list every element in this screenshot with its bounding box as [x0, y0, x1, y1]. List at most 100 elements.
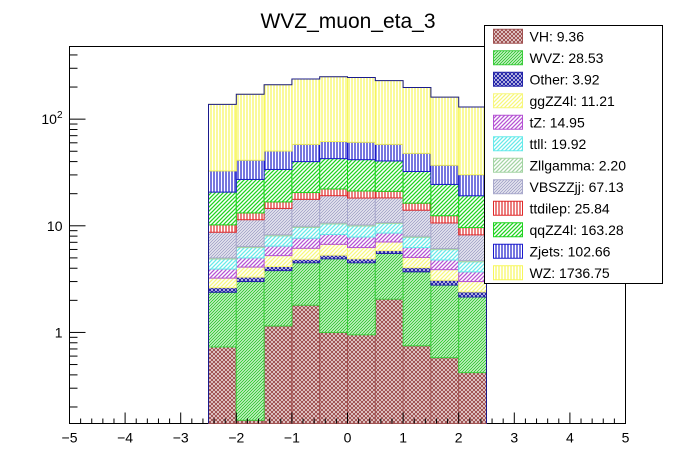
bar-tz-bin-7 [402, 247, 432, 258]
x-tick-label: −2 [228, 430, 244, 446]
bar-qqzz4l-bin-3 [291, 161, 321, 194]
bar-ttdilep-bin-0 [208, 224, 237, 233]
bar-vh-bin-2 [263, 325, 293, 424]
bar-qqzz4l-bin-2 [263, 168, 293, 203]
y-axis: 1 10 102 [41, 54, 86, 408]
bar-wz-bin-9 [458, 106, 488, 176]
bar-ttll-bin-9 [458, 261, 488, 273]
bar-vh-bin-3 [291, 304, 321, 425]
chart-title: WVZ_muon_eta_3 [260, 10, 435, 33]
bar-other-bin-0 [208, 287, 237, 293]
y-tick-label: 102 [41, 110, 63, 127]
bar-vbszzjj-bin-7 [402, 209, 432, 237]
legend-label-zllgamma: Zllgamma: 2.20 [530, 157, 627, 173]
bar-other-bin-7 [402, 267, 432, 273]
bar-vh-bin-6 [374, 298, 404, 424]
bar-other-bin-5 [347, 258, 376, 264]
bar-vbszzjj-bin-0 [208, 231, 237, 259]
bar-qqzz4l-bin-8 [430, 183, 460, 217]
bar-tz-bin-6 [374, 232, 404, 243]
legend: VH: 9.36 WVZ: 28.53 Other: 3.92 ggZZ4l: 11.… [484, 25, 663, 284]
stack-outline [208, 76, 487, 424]
bar-ttll-bin-3 [291, 226, 321, 239]
y-tick-label: 1 [55, 324, 63, 340]
bar-qqzz4l-bin-5 [347, 159, 376, 192]
bar-zjets-bin-3 [291, 143, 321, 163]
bar-ttdilep-bin-6 [374, 190, 404, 199]
bar-zjets-bin-4 [319, 141, 349, 160]
bar-tz-bin-4 [319, 233, 349, 245]
bar-vbszzjj-bin-4 [319, 195, 349, 224]
bar-tz-bin-8 [430, 259, 460, 271]
histogram-bars [208, 76, 488, 425]
bar-ttdilep-bin-2 [263, 201, 293, 209]
bar-tz-bin-1 [235, 257, 265, 268]
bar-wvz-bin-8 [430, 284, 460, 359]
bar-ttll-bin-2 [263, 235, 293, 247]
x-axis: −5 −4 −3 −2 −1 0 1 2 3 4 5 [62, 412, 630, 446]
bar-wz-bin-5 [347, 77, 376, 143]
legend-box [484, 25, 663, 284]
x-tick-label: −4 [117, 430, 133, 446]
bar-ggzz4l-bin-9 [458, 281, 488, 293]
bar-qqzz4l-bin-1 [235, 178, 265, 214]
bar-ttll-bin-1 [235, 247, 265, 259]
bar-ggzz4l-bin-7 [402, 256, 432, 269]
legend-swatch-ttll [493, 136, 523, 152]
bar-ttdilep-bin-1 [235, 212, 265, 221]
bar-vh-bin-8 [430, 357, 460, 425]
bar-other-bin-4 [319, 254, 349, 260]
bar-zjets-bin-6 [374, 143, 404, 162]
legend-label-ttll: ttll: 19.92 [530, 136, 587, 152]
bar-ttll-bin-7 [402, 236, 432, 249]
bar-wvz-bin-4 [319, 258, 349, 333]
legend-swatch-other [493, 71, 523, 87]
bar-qqzz4l-bin-7 [402, 170, 432, 204]
x-tick-label: −5 [62, 430, 78, 446]
bar-wvz-bin-3 [291, 262, 321, 306]
bar-wz-bin-8 [430, 96, 460, 166]
bar-ttdilep-bin-4 [319, 188, 349, 197]
bar-vh-bin-7 [402, 345, 432, 425]
bar-vbszzjj-bin-6 [374, 197, 404, 223]
x-tick-label: −3 [173, 430, 189, 446]
legend-label-ttdilep: ttdilep: 25.84 [530, 200, 610, 216]
bar-ttll-bin-4 [319, 223, 349, 235]
x-tick-label: 5 [622, 430, 630, 446]
bar-wz-bin-2 [263, 84, 293, 152]
bar-zjets-bin-5 [347, 141, 376, 161]
legend-swatch-vh [493, 28, 523, 44]
bar-vbszzjj-bin-8 [430, 222, 460, 249]
bar-zjets-bin-0 [208, 170, 237, 193]
x-tick-label: 1 [399, 430, 407, 446]
bar-vh-bin-9 [458, 372, 488, 425]
bar-ttdilep-bin-8 [430, 215, 460, 224]
legend-label-wvz: WVZ: 28.53 [530, 50, 604, 66]
x-tick-label: 2 [455, 430, 463, 446]
bar-other-bin-3 [291, 258, 321, 264]
legend-swatch-vbszzjj [493, 179, 523, 195]
bar-ggzz4l-bin-1 [235, 266, 265, 278]
bar-ttll-bin-6 [374, 223, 404, 234]
bar-zjets-bin-7 [402, 152, 432, 172]
bar-ggzz4l-bin-8 [430, 269, 460, 281]
x-tick-label: 3 [510, 430, 518, 446]
bar-ttll-bin-0 [208, 258, 237, 270]
bar-ggzz4l-bin-6 [374, 241, 404, 252]
legend-swatch-zllgamma [493, 157, 523, 173]
legend-label-ggzz4l: ggZZ4l: 11.21 [530, 93, 616, 109]
legend-swatch-wvz [493, 50, 523, 66]
bar-wvz-bin-5 [347, 262, 376, 336]
x-tick-label: 4 [566, 430, 574, 446]
bar-wz-bin-4 [319, 76, 349, 143]
legend-label-other: Other: 3.92 [530, 71, 600, 87]
legend-label-wz: WZ: 1736.75 [530, 265, 610, 281]
bar-ggzz4l-bin-4 [319, 243, 349, 256]
bar-tz-bin-3 [291, 237, 321, 249]
bar-vbszzjj-bin-2 [263, 207, 293, 236]
bar-ttdilep-bin-7 [402, 202, 432, 211]
bar-ggzz4l-bin-5 [347, 247, 376, 260]
bar-ggzz4l-bin-3 [291, 247, 321, 260]
bar-tz-bin-2 [263, 245, 293, 257]
legend-swatch-ggzz4l [493, 93, 523, 109]
